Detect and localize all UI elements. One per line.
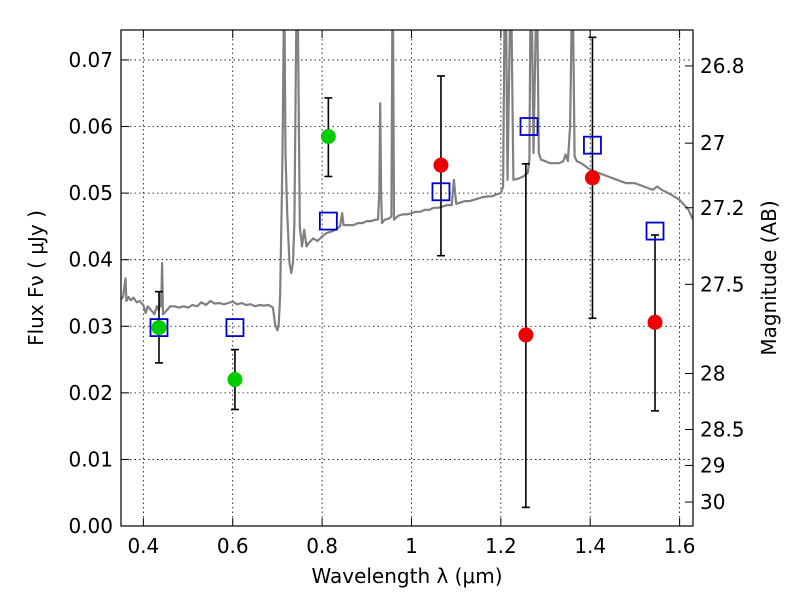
right-tick-label: 28.5 [700,417,745,441]
x-tick-label: 0.6 [217,534,249,558]
plot-frame [120,29,694,527]
red-data-point [647,314,663,330]
y-tick-label: 0.02 [68,381,113,405]
right-tick-label: 29 [700,453,725,477]
spectrum-line [121,30,693,332]
right-tick-label: 27.5 [700,272,745,296]
plot-background [121,30,693,526]
right-tick-label: 30 [700,490,725,514]
y-tick-label: 0.07 [68,48,113,72]
x-tick-label: 1 [405,534,418,558]
right-tick-label: 27.2 [700,196,745,220]
red-data-point [584,170,600,186]
x-tick-label: 1.6 [664,534,696,558]
model-square-marker [645,221,665,241]
model-square-marker [318,211,338,231]
x-tick-label: 1.4 [574,534,606,558]
x-tick-label: 0.4 [127,534,159,558]
red-data-point [433,157,449,173]
green-data-point [151,320,167,336]
spectrum-layer [121,30,693,332]
marker-layer [149,117,665,388]
green-data-point [227,372,243,388]
y-tick-label: 0.00 [68,514,113,538]
model-square-marker [225,318,245,338]
y-axis-label: Flux Fν ( μJy ) [24,210,48,346]
x-tick-label: 1.2 [485,534,517,558]
right-tick-label: 26.8 [700,54,745,78]
x-tick-label: 0.8 [306,534,338,558]
x-axis-label: Wavelength λ (μm) [311,564,502,588]
green-data-point [320,129,336,145]
axis-ticks: 0.4 0.6 0.8 1 1.2 1.4 1.6 0.00 0.01 0.02 0.03 0.04 0… [68,30,745,558]
y-tick-label: 0.03 [68,314,113,338]
model-square-marker [519,117,539,136]
y-tick-label: 0.01 [68,447,113,471]
red-data-point [518,327,534,343]
y-tick-label: 0.06 [68,115,113,139]
model-square-marker [149,318,169,338]
model-square-marker [431,182,451,202]
y-tick-label: 0.04 [68,248,113,272]
y-tick-label: 0.05 [68,181,113,205]
right-axis-label: Magnitude (AB) [757,200,781,355]
right-tick-label: 28 [700,362,725,386]
right-tick-label: 27 [700,131,725,155]
model-square-marker [583,135,602,155]
